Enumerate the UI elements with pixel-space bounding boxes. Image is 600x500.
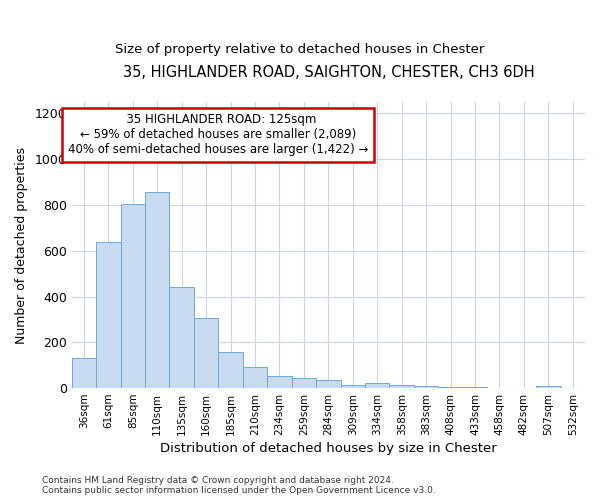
- Bar: [96, 242, 121, 388]
- Text: Contains HM Land Registry data © Crown copyright and database right 2024.
Contai: Contains HM Land Registry data © Crown c…: [42, 476, 436, 495]
- Bar: [145, 192, 169, 388]
- Y-axis label: Number of detached properties: Number of detached properties: [15, 146, 28, 344]
- Text: Size of property relative to detached houses in Chester: Size of property relative to detached ho…: [115, 42, 485, 56]
- Bar: [243, 368, 267, 388]
- Bar: [71, 358, 96, 388]
- Title: 35, HIGHLANDER ROAD, SAIGHTON, CHESTER, CH3 6DH: 35, HIGHLANDER ROAD, SAIGHTON, CHESTER, …: [122, 65, 534, 80]
- Bar: [389, 385, 414, 388]
- Bar: [292, 378, 316, 388]
- Bar: [194, 318, 218, 388]
- Bar: [536, 386, 560, 388]
- Bar: [121, 204, 145, 388]
- Text: 35 HIGHLANDER ROAD: 125sqm
← 59% of detached houses are smaller (2,089)
40% of s: 35 HIGHLANDER ROAD: 125sqm ← 59% of deta…: [68, 114, 368, 156]
- Bar: [169, 288, 194, 388]
- Bar: [218, 352, 243, 388]
- Bar: [267, 376, 292, 388]
- Bar: [341, 385, 365, 388]
- Bar: [365, 383, 389, 388]
- Bar: [316, 380, 341, 388]
- Bar: [414, 386, 439, 388]
- Bar: [439, 387, 463, 388]
- X-axis label: Distribution of detached houses by size in Chester: Distribution of detached houses by size …: [160, 442, 497, 455]
